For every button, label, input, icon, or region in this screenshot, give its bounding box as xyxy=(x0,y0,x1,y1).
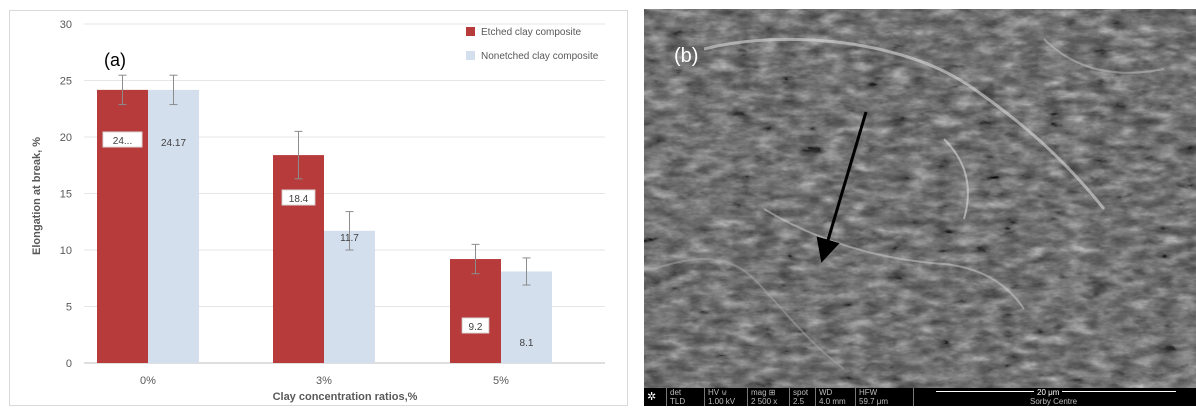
bar xyxy=(501,271,552,363)
data-label: 18.4 xyxy=(289,194,309,205)
data-label-box xyxy=(461,317,490,334)
bar xyxy=(450,259,501,363)
x-tick-label: 5% xyxy=(493,375,509,387)
legend-label: Nonetched clay composite xyxy=(481,51,599,62)
y-tick-label: 20 xyxy=(60,132,72,144)
sem-databar: ✲ det TLD HV ⊍ 1.00 kV mag ⊞ 2 500 x spot 2.… xyxy=(644,388,1196,406)
legend-swatch xyxy=(466,27,475,36)
centre-label: Sorby Centre xyxy=(1030,397,1078,406)
y-tick-label: 5 xyxy=(66,302,72,314)
legend-label: Etched clay composite xyxy=(481,27,581,38)
x-tick-label: 0% xyxy=(140,375,156,387)
y-tick-label: 25 xyxy=(60,76,72,88)
data-label: 24... xyxy=(113,136,132,147)
databar-cell: WD 4.0 mm xyxy=(815,388,855,406)
databar-cell: HV ⊍ 1.00 kV xyxy=(704,388,747,406)
chart-panel: 0 5 10 15 20 25 30 24... 18.4 9.2 24.17 11.7 8.1 0% 3%… xyxy=(9,10,628,406)
data-label: 24.17 xyxy=(161,138,186,149)
bar xyxy=(273,155,324,363)
data-label-box xyxy=(102,131,143,148)
y-tick-label: 30 xyxy=(60,19,72,31)
y-tick-label: 10 xyxy=(60,245,72,257)
bar xyxy=(97,89,148,363)
databar-cell: det TLD xyxy=(666,388,704,406)
data-label: 8.1 xyxy=(520,338,534,349)
y-tick-label: 0 xyxy=(66,358,72,370)
bar-chart: 0 5 10 15 20 25 30 24... 18.4 9.2 24.17 11.7 8.1 0% 3%… xyxy=(9,10,628,406)
databar-cell: mag ⊞ 2 500 x xyxy=(747,388,789,406)
scale-bar-label: 20 μm xyxy=(1034,388,1063,397)
y-axis-title: Elongation at break, % xyxy=(31,137,43,255)
data-label-box xyxy=(281,189,316,206)
sem-micrograph xyxy=(644,9,1196,406)
panel-label-a: (a) xyxy=(104,50,126,70)
scale-bar-cell: 20 μm Sorby Centre xyxy=(913,388,1196,406)
x-axis-title: Clay concentration ratios,% xyxy=(273,391,418,403)
y-tick-label: 15 xyxy=(60,189,72,201)
x-tick-label: 3% xyxy=(316,375,332,387)
data-label: 9.2 xyxy=(469,322,483,333)
data-label: 11.7 xyxy=(340,233,359,244)
panel-label-b: (b) xyxy=(674,45,699,67)
bar xyxy=(324,230,375,363)
fei-logo: ✲ xyxy=(647,391,657,403)
bar xyxy=(148,89,199,363)
databar-cell: spot 2.5 xyxy=(789,388,815,406)
arrow xyxy=(816,111,868,263)
databar-cell: HFW 59.7 μm xyxy=(855,388,913,406)
sem-panel: (b) ✲ det TLD HV ⊍ 1.00 kV mag ⊞ 2 500 x sp… xyxy=(644,9,1196,406)
legend-swatch xyxy=(466,51,475,60)
